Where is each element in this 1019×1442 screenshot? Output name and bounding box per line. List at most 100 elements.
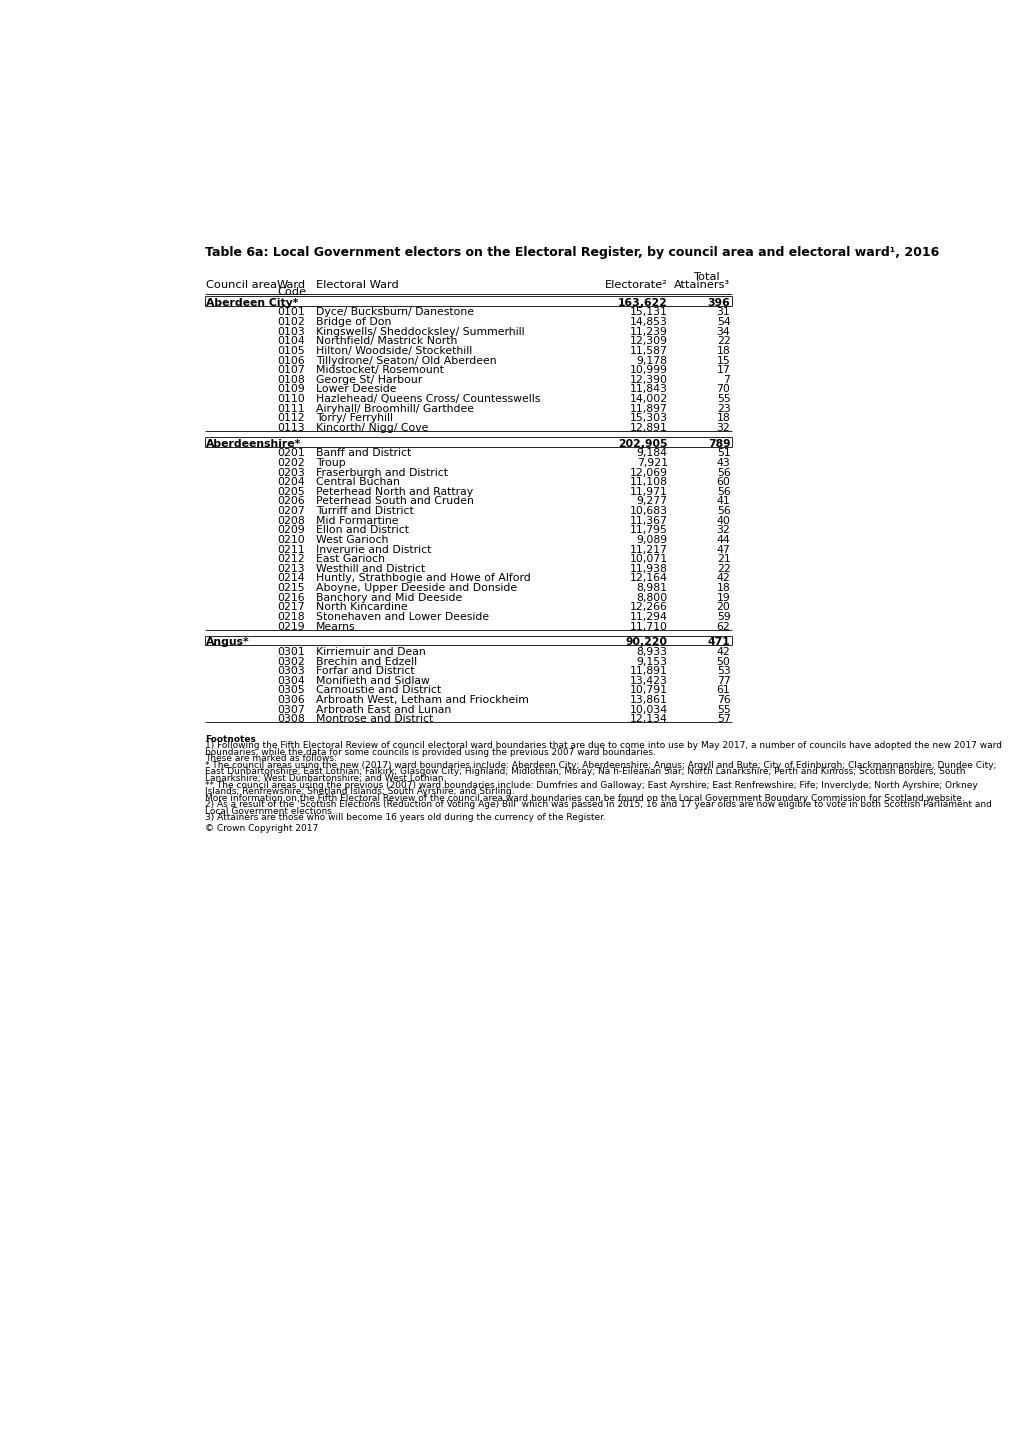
Text: 11,239: 11,239 (629, 327, 667, 336)
Text: Peterhead South and Cruden: Peterhead South and Cruden (316, 496, 473, 506)
Text: 11,587: 11,587 (629, 346, 667, 356)
Text: Westhill and District: Westhill and District (316, 564, 425, 574)
Text: 19: 19 (716, 593, 730, 603)
Text: 10,999: 10,999 (629, 365, 667, 375)
Text: 0306: 0306 (277, 695, 305, 705)
Text: 11,367: 11,367 (629, 516, 667, 526)
Text: 0217: 0217 (277, 603, 305, 613)
Text: Local Government elections.: Local Government elections. (205, 806, 334, 816)
Text: 51: 51 (716, 448, 730, 459)
Text: 18: 18 (716, 583, 730, 593)
Text: 0204: 0204 (277, 477, 305, 487)
Text: 10,683: 10,683 (629, 506, 667, 516)
Text: 14,002: 14,002 (629, 394, 667, 404)
Text: 0215: 0215 (277, 583, 305, 593)
Text: 18: 18 (716, 414, 730, 424)
Text: East Dunbartonshire; East Lothian; Falkirk; Glasgow City; Highland; Midlothian; : East Dunbartonshire; East Lothian; Falki… (205, 767, 965, 776)
Text: 9,153: 9,153 (636, 656, 667, 666)
Text: Troup: Troup (316, 459, 345, 469)
Text: 396: 396 (707, 298, 730, 307)
Text: 12,266: 12,266 (629, 603, 667, 613)
Text: West Garioch: West Garioch (316, 535, 388, 545)
Text: 471: 471 (707, 637, 730, 647)
Text: 55: 55 (716, 705, 730, 715)
Text: Electoral Ward: Electoral Ward (316, 280, 398, 290)
Text: Airyhall/ Broomhill/ Garthdee: Airyhall/ Broomhill/ Garthdee (316, 404, 474, 414)
Text: Aboyne, Upper Deeside and Donside: Aboyne, Upper Deeside and Donside (316, 583, 517, 593)
Text: Electorate²: Electorate² (604, 280, 667, 290)
Text: Angus*: Angus* (206, 637, 250, 647)
Text: 0305: 0305 (277, 685, 305, 695)
Text: Lanarkshire; West Dunbartonshire; and West Lothian.: Lanarkshire; West Dunbartonshire; and We… (205, 774, 446, 783)
Text: 0103: 0103 (277, 327, 305, 336)
Text: Arbroath West, Letham and Friockheim: Arbroath West, Letham and Friockheim (316, 695, 528, 705)
Text: 12,164: 12,164 (629, 574, 667, 584)
Text: 0113: 0113 (277, 423, 305, 433)
Text: Midstocket/ Rosemount: Midstocket/ Rosemount (316, 365, 443, 375)
Text: Council area: Council area (206, 280, 276, 290)
Text: Aberdeen City*: Aberdeen City* (206, 298, 298, 307)
Text: 18: 18 (716, 346, 730, 356)
Text: 7,921: 7,921 (636, 459, 667, 469)
Text: 8,800: 8,800 (636, 593, 667, 603)
Text: 42: 42 (716, 574, 730, 584)
Text: Ward: Ward (277, 280, 306, 290)
Text: 23: 23 (716, 404, 730, 414)
Text: 76: 76 (716, 695, 730, 705)
Text: 0106: 0106 (277, 356, 305, 365)
Text: 11,938: 11,938 (629, 564, 667, 574)
Text: 13,423: 13,423 (629, 676, 667, 686)
Text: 0107: 0107 (277, 365, 305, 375)
Text: Inverurie and District: Inverurie and District (316, 545, 431, 555)
Text: 9,178: 9,178 (636, 356, 667, 365)
Text: 44: 44 (716, 535, 730, 545)
Text: Northfield/ Mastrick North: Northfield/ Mastrick North (316, 336, 457, 346)
Text: Kirriemuir and Dean: Kirriemuir and Dean (316, 647, 425, 658)
Text: 0110: 0110 (277, 394, 305, 404)
Text: 0216: 0216 (277, 593, 305, 603)
Text: 11,710: 11,710 (629, 622, 667, 632)
Text: 56: 56 (716, 467, 730, 477)
Text: 12,891: 12,891 (629, 423, 667, 433)
Text: Banchory and Mid Deeside: Banchory and Mid Deeside (316, 593, 462, 603)
Text: Kingswells/ Sheddocksley/ Summerhill: Kingswells/ Sheddocksley/ Summerhill (316, 327, 524, 336)
Text: 11,891: 11,891 (629, 666, 667, 676)
Text: 57: 57 (716, 714, 730, 724)
Text: 12,134: 12,134 (629, 714, 667, 724)
Text: 55: 55 (716, 394, 730, 404)
Text: 0101: 0101 (277, 307, 305, 317)
Text: 47: 47 (716, 545, 730, 555)
Text: 9,184: 9,184 (636, 448, 667, 459)
Text: 0303: 0303 (277, 666, 305, 676)
Text: 59: 59 (716, 611, 730, 622)
Text: Hazlehead/ Queens Cross/ Countesswells: Hazlehead/ Queens Cross/ Countesswells (316, 394, 540, 404)
Text: Carnoustie and District: Carnoustie and District (316, 685, 440, 695)
Text: 22: 22 (716, 564, 730, 574)
Text: 61: 61 (716, 685, 730, 695)
Text: Kincorth/ Nigg/ Cove: Kincorth/ Nigg/ Cove (316, 423, 428, 433)
Text: 0108: 0108 (277, 375, 305, 385)
Text: Aberdeenshire*: Aberdeenshire* (206, 438, 301, 448)
Text: 0102: 0102 (277, 317, 305, 327)
Text: Attainers³: Attainers³ (674, 280, 730, 290)
Text: Footnotes: Footnotes (205, 735, 256, 744)
Text: Table 6a: Local Government electors on the Electoral Register, by council area a: Table 6a: Local Government electors on t… (205, 247, 938, 260)
Text: 32: 32 (716, 525, 730, 535)
Text: 40: 40 (716, 516, 730, 526)
Text: Dyce/ Bucksburn/ Danestone: Dyce/ Bucksburn/ Danestone (316, 307, 474, 317)
Text: 0112: 0112 (277, 414, 305, 424)
Text: 12,309: 12,309 (629, 336, 667, 346)
Text: ** The council areas using the previous (2007) ward boundaries include: Dumfries: ** The council areas using the previous … (205, 780, 977, 790)
Text: 0202: 0202 (277, 459, 305, 469)
Text: 77: 77 (716, 676, 730, 686)
Text: 21: 21 (716, 554, 730, 564)
Text: Code: Code (277, 287, 306, 297)
Text: 0203: 0203 (277, 467, 305, 477)
Text: 9,277: 9,277 (636, 496, 667, 506)
Text: Forfar and District: Forfar and District (316, 666, 414, 676)
Text: 0205: 0205 (277, 487, 305, 497)
Text: 0218: 0218 (277, 611, 305, 622)
Text: 12,069: 12,069 (629, 467, 667, 477)
Text: Montrose and District: Montrose and District (316, 714, 433, 724)
Text: 17: 17 (716, 365, 730, 375)
